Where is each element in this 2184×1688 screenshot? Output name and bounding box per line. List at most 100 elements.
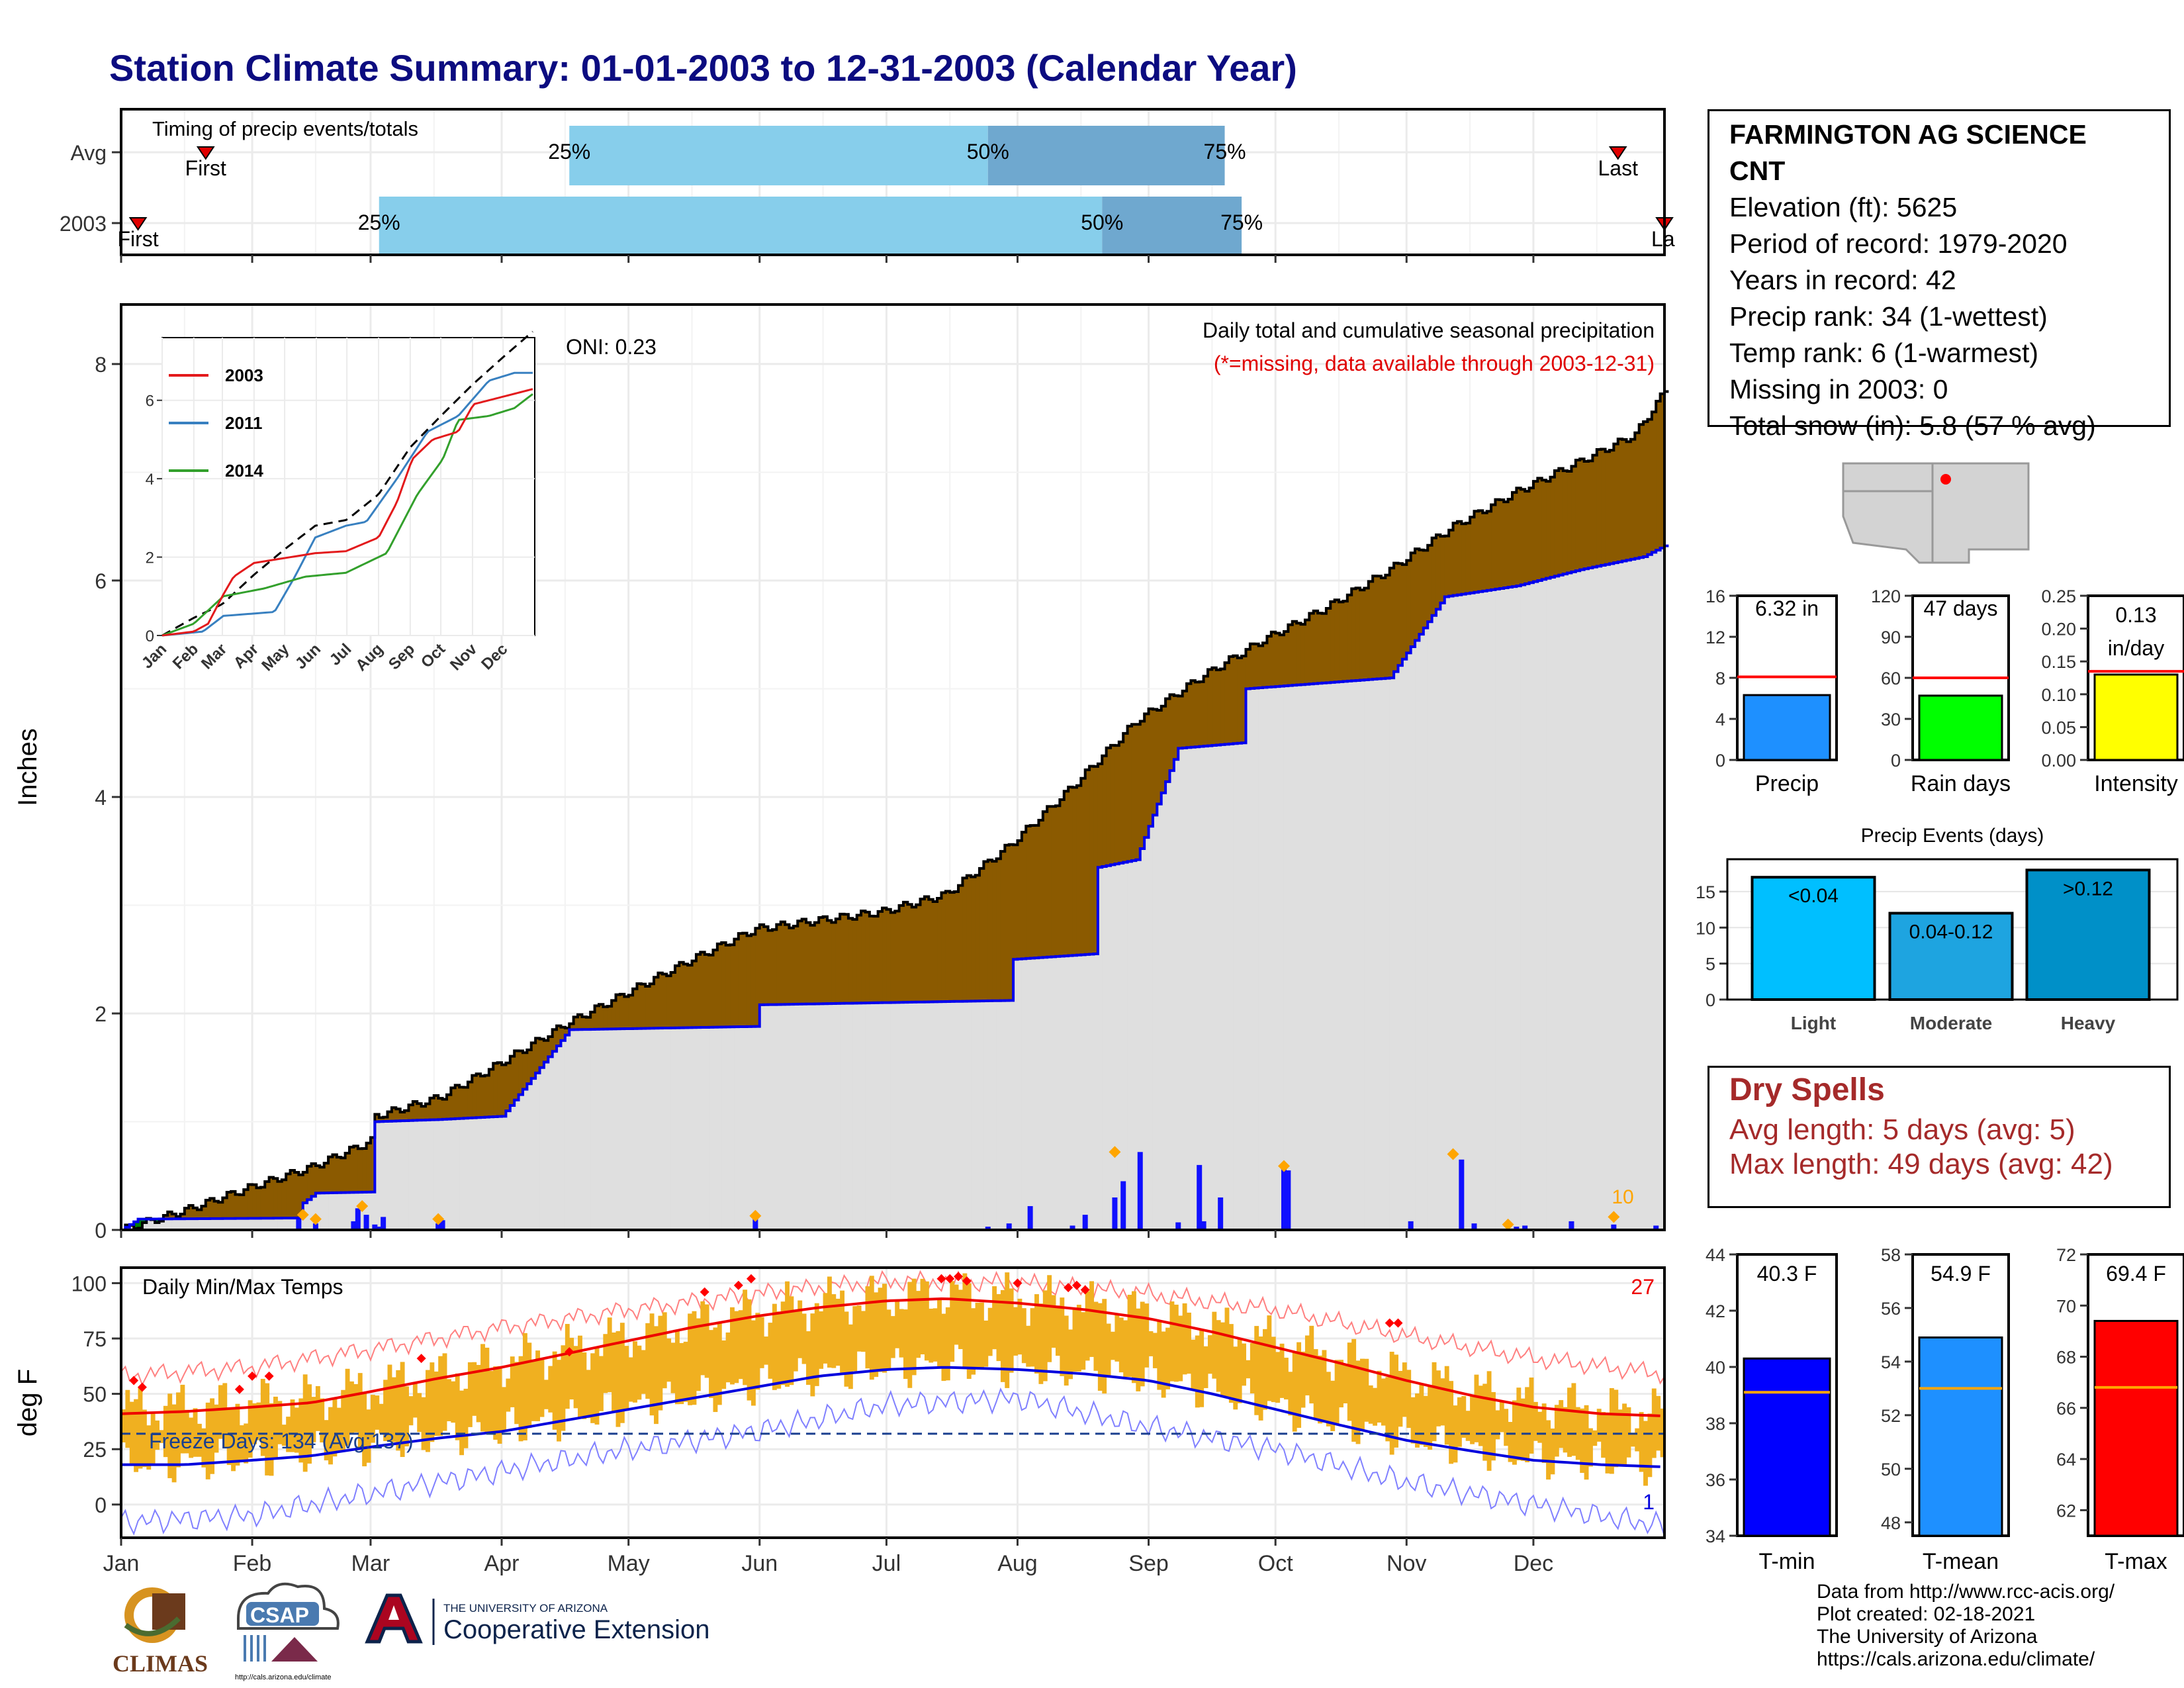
precip-deficit-area [252,1184,257,1219]
temps-ytick-label: 50 [83,1383,107,1407]
temps-daily-bar [725,1332,731,1383]
precip-deficit-area [692,961,697,1028]
temps-daily-bar [1140,1301,1145,1387]
temps-daily-bar [619,1323,625,1423]
precip-surplus-area [134,1221,139,1229]
inset-series-2014 [161,393,533,637]
precip-deficit-area [1359,590,1365,680]
temps-daily-bar [171,1404,177,1483]
temps-daily-bar [442,1353,447,1431]
precip-deficit-area [1601,449,1606,566]
precip-base-area [992,1000,997,1230]
precip-base-area [911,1002,917,1230]
station-name-2: CNT [1729,156,1786,186]
precip-surplus-area [142,1219,147,1223]
temps-daily-bar [1453,1405,1458,1463]
precip-ytick-label: 6 [95,569,107,593]
precip-base-area [1267,687,1272,1230]
precip-deficit-area [1596,449,1602,567]
temps-daily-bar [1347,1342,1352,1421]
temps-daily-bar [129,1401,134,1465]
precip-deficit-area [1559,468,1564,575]
precip-base-area [214,1218,219,1230]
tbars-ytick-label: 34 [1706,1526,1725,1546]
precip-deficit-area [987,860,993,1001]
precip-base-area [1047,957,1052,1230]
precip-base-area [375,1121,380,1230]
precip-deficit-area [890,912,895,1003]
precip-base-area [637,1028,642,1230]
precip-deficit-area [1491,504,1496,590]
temps-daily-bar [1136,1308,1141,1391]
events-border [1726,858,2179,1001]
precip-base-area [1076,955,1081,1230]
temps-daily-bar [142,1409,147,1468]
precip-deficit-area [827,920,832,1004]
precip-deficit-area [256,1188,261,1219]
temps-daily-bar [1034,1294,1039,1374]
precip-base-area [1359,680,1365,1230]
precip-deficit-area [412,1101,418,1121]
temps-daily-bar [205,1402,210,1479]
tbars-ytick-label: 70 [2056,1296,2076,1316]
summary-ytick-label: 0 [1891,751,1901,771]
precip-base-area [455,1118,460,1230]
temps-daily-bar [265,1383,270,1476]
precip-deficit-area [315,1165,320,1194]
precip-base-area [1263,687,1268,1230]
temps-daily-bar [1271,1336,1276,1403]
precip-base-area [451,1119,456,1230]
temps-record-marker [234,1384,244,1394]
precip-deficit-area [476,1074,481,1118]
precip-deficit-area [400,1111,405,1121]
temps-record-marker [264,1371,274,1381]
precip-base-area [785,1004,790,1230]
precip-deficit-area [1199,681,1205,747]
precip-deficit-area [615,994,621,1029]
timing-label-25: 25% [358,211,400,234]
precip-base-area [679,1027,684,1230]
timing-bar-avg-q2 [569,126,988,185]
timing-first-marker [128,217,148,231]
tbars-ytick-label: 52 [1881,1406,1901,1426]
precip-base-area [1440,602,1445,1230]
precip-base-area [1347,680,1352,1230]
precip-daily-bar [1137,1152,1143,1230]
precip-base-area [341,1192,346,1230]
precip-base-area [1601,565,1606,1230]
precip-base-area [764,1004,769,1230]
temps-daily-bar [1373,1387,1378,1426]
precip-base-area [396,1121,401,1230]
timing-panel: 25% 50% 75% First Last Avg 25% 50% 75% First La 200… [60,108,1675,263]
precip-deficit-area [467,1082,473,1118]
temps-panel: 0 25 50 75 100 deg F Daily Min/Max Temps Freeze… [13,1266,1666,1576]
precip-base-area [1165,781,1171,1230]
precip-base-area [1478,591,1483,1230]
temps-daily-bar [578,1335,582,1419]
precip-deficit-area [1026,825,1031,959]
precip-deficit-area [1148,708,1154,827]
precip-base-area [239,1218,244,1230]
precip-base-area [1106,865,1111,1230]
temps-daily-bar [412,1383,418,1418]
precip-deficit-area [1617,439,1623,562]
temps-daily-bar [594,1348,600,1425]
temps-daily-bar [252,1403,257,1444]
temps-daily-bar [666,1338,672,1382]
events-ytick-label: 15 [1696,882,1715,902]
temps-daily-bar [366,1409,371,1463]
tbars-tmin-bar [1743,1357,1831,1537]
precip-deficit-area [522,1053,527,1090]
precip-base-area [408,1120,414,1230]
precip-daily-bar [1082,1215,1088,1230]
summary-raindays-value: 47 days [1923,596,1997,620]
temps-daily-bar [1410,1397,1416,1444]
precip-deficit-area [1292,621,1297,686]
precip-deficit-area [1076,785,1081,955]
precip-base-area [176,1219,181,1230]
month-label: Oct [1258,1551,1293,1576]
precip-base-area [1123,862,1128,1230]
temps-daily-bar [1216,1320,1221,1392]
temps-daily-bar [1355,1360,1361,1444]
precip-base-area [1271,686,1276,1230]
